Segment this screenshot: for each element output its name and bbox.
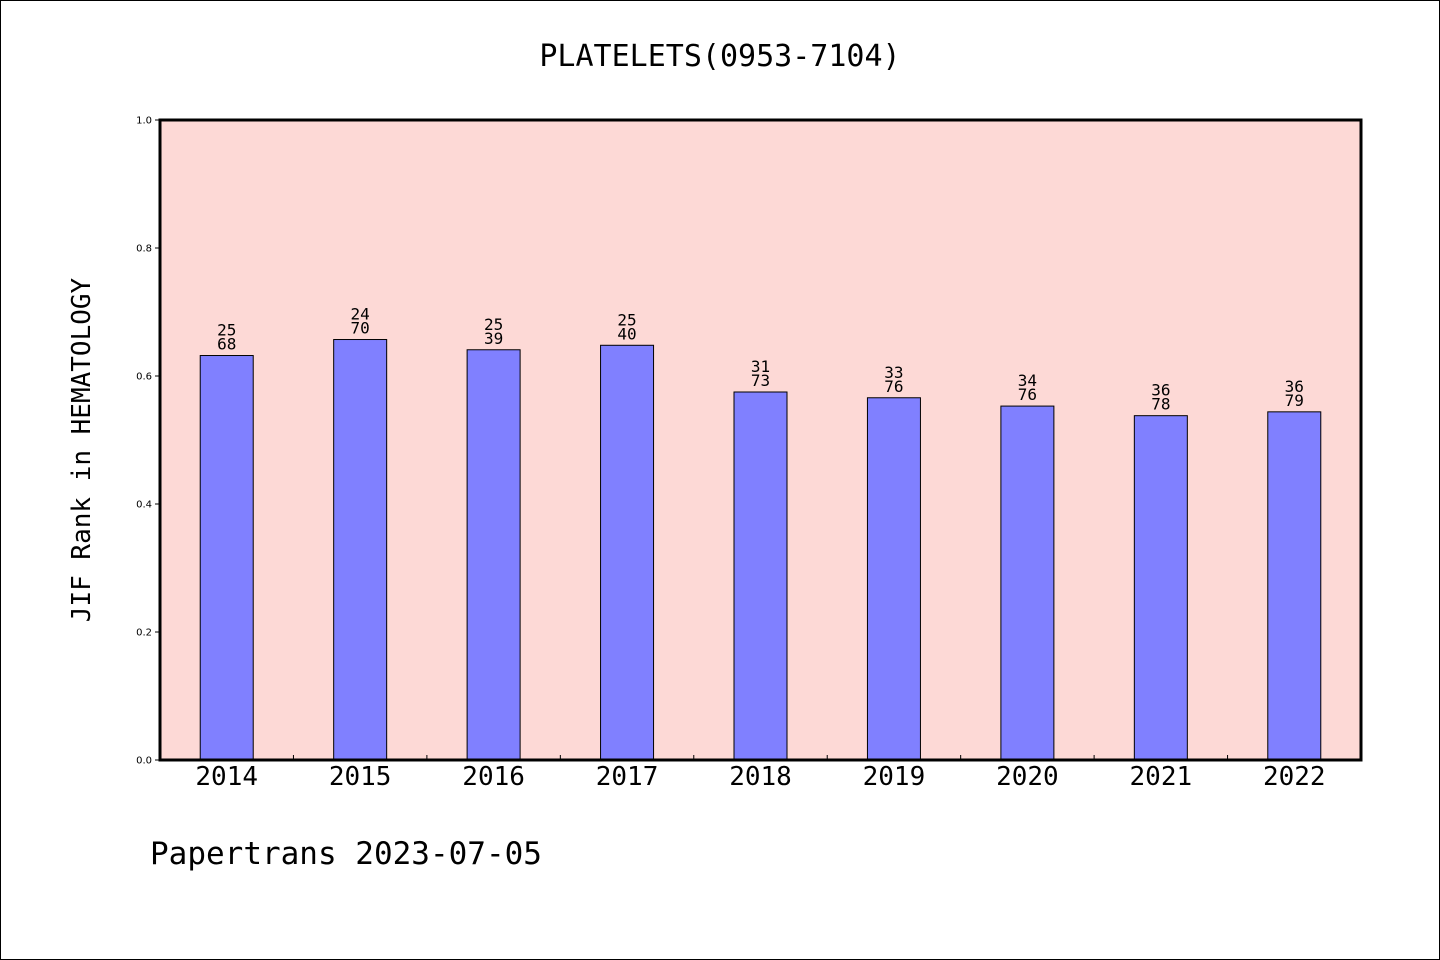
footer-watermark: Papertrans 2023-07-05 (150, 836, 542, 872)
x-tick-label: 2022 (1263, 762, 1326, 792)
y-tick-label: 0.4 (136, 500, 152, 511)
y-tick-label: 0.2 (136, 628, 152, 639)
y-tick-label: 0.8 (136, 244, 152, 255)
x-tick-label: 2018 (729, 762, 792, 792)
bar-2020 (1000, 405, 1055, 761)
bar-total-label: 79 (1285, 391, 1304, 410)
bar-rank-label: 24 (351, 305, 370, 324)
x-tick-label: 2020 (996, 762, 1059, 792)
bar-rank-label: 25 (217, 321, 236, 340)
x-axis-ticks: 2014 2015 2016 2017 2018 2019 2020 2021 2022 (195, 755, 1326, 792)
bar-total-label: 78 (1151, 395, 1170, 414)
bar-rank-label: 34 (1018, 371, 1037, 390)
x-tick-label: 2019 (863, 762, 926, 792)
bar-total-label: 70 (351, 319, 370, 338)
x-tick-label: 2014 (195, 762, 258, 792)
x-tick-label: 2015 (329, 762, 392, 792)
bar-total-label: 40 (617, 324, 636, 343)
plot-border (158, 118, 1363, 762)
bar-total-label: 39 (484, 329, 503, 348)
bar-rank-label: 31 (751, 357, 770, 376)
bar-2015 (333, 339, 388, 761)
bar-2019 (866, 397, 921, 761)
bar-rank-label: 25 (617, 310, 636, 329)
bar-total-label: 76 (1018, 385, 1037, 404)
y-axis-label: JIF Rank in HEMATOLOGY (67, 277, 97, 622)
y-tick-label: 0.6 (136, 372, 152, 383)
bar-2014 (199, 355, 254, 761)
bar-2018 (733, 391, 788, 761)
bar-total-label: 73 (751, 371, 770, 390)
y-axis-ticks: 0.0 0.2 0.4 0.6 0.8 1.0 (136, 116, 160, 767)
x-tick-label: 2017 (596, 762, 659, 792)
bar-2022 (1267, 411, 1322, 761)
chart-title: PLATELETS(0953-7104) (539, 39, 900, 74)
y-tick-label: 1.0 (136, 116, 152, 127)
bar-2016 (466, 349, 521, 761)
bar-total-label: 68 (217, 335, 236, 354)
bar-2017 (600, 344, 655, 761)
bar-rank-label: 25 (484, 315, 503, 334)
bar-rank-label: 36 (1151, 381, 1170, 400)
x-tick-label: 2016 (462, 762, 525, 792)
bar-2021 (1133, 415, 1188, 761)
bar-total-label: 76 (884, 377, 903, 396)
bar-rank-label: 36 (1285, 377, 1304, 396)
bar-rank-label: 33 (884, 363, 903, 382)
y-tick-label: 0.0 (136, 756, 152, 767)
x-tick-label: 2021 (1130, 762, 1193, 792)
